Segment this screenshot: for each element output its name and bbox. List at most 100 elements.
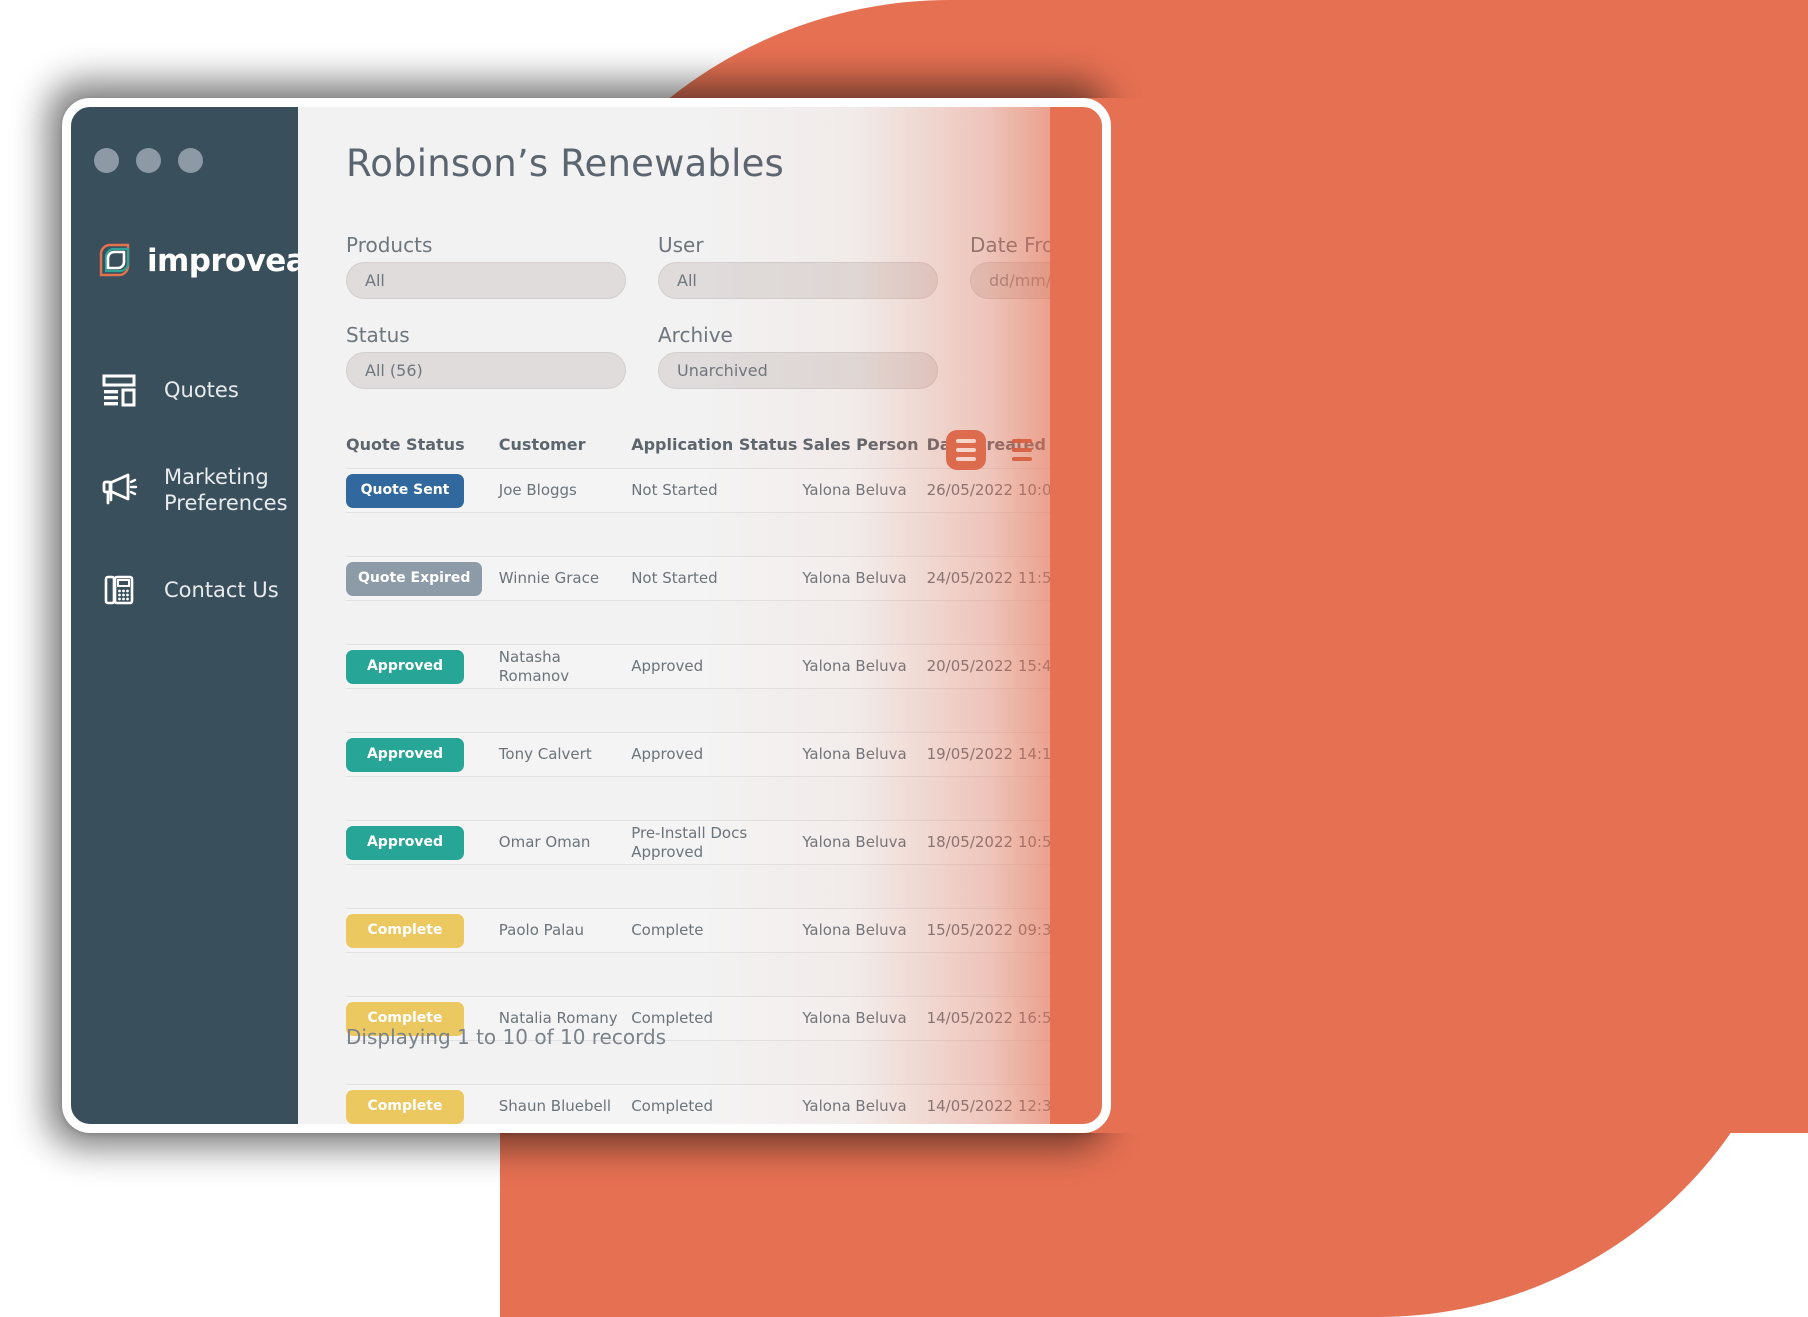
cell-customer: Omar Oman xyxy=(498,820,632,865)
status-badge[interactable]: Quote Expired xyxy=(346,561,483,596)
view-toggle-group xyxy=(946,430,1042,470)
table-row-spacer xyxy=(346,1129,1111,1134)
status-badge[interactable]: Approved xyxy=(346,737,464,772)
cell-date-created: 15/05/2022 09:35 xyxy=(926,908,1065,953)
filter-user: User All xyxy=(658,233,938,313)
filter-status: Status All (56) xyxy=(346,323,626,403)
filter-select-status[interactable]: All (56) xyxy=(346,352,626,389)
cell-date-created: 14/05/2022 12:30 xyxy=(926,1084,1065,1129)
main-content: Robinson’s Renewables Products All User … xyxy=(298,98,1111,1133)
page-title: Robinson’s Renewables xyxy=(346,142,785,185)
filter-label-status: Status xyxy=(346,323,410,347)
status-badge[interactable]: Approved xyxy=(346,825,464,860)
megaphone-icon xyxy=(96,467,142,513)
window-close-dot[interactable] xyxy=(94,148,119,173)
cell-quote-status: Complete xyxy=(346,1084,499,1129)
status-badge[interactable]: Quote Sent xyxy=(346,473,464,508)
table-row-spacer xyxy=(346,953,1111,997)
cell-application-status: Not Started xyxy=(631,468,803,513)
filter-select-archive[interactable]: Unarchived xyxy=(658,352,938,389)
sidebar-item-contact-us[interactable]: Contact Us xyxy=(96,555,298,625)
cell-date-created: 24/05/2022 11:53 xyxy=(926,556,1065,601)
cell-sales-person: Yalona Beluva xyxy=(802,732,927,777)
cell-quote-status: Complete xyxy=(346,908,499,953)
filter-label-products: Products xyxy=(346,233,433,257)
sidebar-item-label-marketing: Marketing Preferences xyxy=(164,464,288,515)
cell-date-created: 19/05/2022 14:13 xyxy=(926,732,1065,777)
sidebar-item-quotes[interactable]: Quotes xyxy=(96,355,298,425)
cell-quote-status: Approved xyxy=(346,820,499,865)
column-header-customer[interactable]: Customer xyxy=(498,435,586,454)
table-row-spacer xyxy=(346,865,1111,909)
filter-bar: Products All User All Date From dd/mm/yy… xyxy=(346,233,1111,403)
sidebar-item-label-quotes: Quotes xyxy=(164,377,239,402)
cell-quote-status: Complete xyxy=(346,996,499,1041)
filter-products: Products All xyxy=(346,233,626,313)
window-maximize-dot[interactable] xyxy=(178,148,203,173)
table-row[interactable]: Complete Paolo Palau Complete Yalona Beluva… xyxy=(346,908,1111,953)
cell-customer: Natasha Romanov xyxy=(498,644,632,689)
cell-customer: Paolo Palau xyxy=(498,908,632,953)
filter-select-user[interactable]: All xyxy=(658,262,938,299)
cell-application-status: Not Started xyxy=(631,556,803,601)
cell-customer: Winnie Grace xyxy=(498,556,632,601)
leaf-logo-icon xyxy=(95,241,135,281)
list-view-active-button[interactable] xyxy=(946,430,986,470)
column-header-application-status[interactable]: Application Status xyxy=(631,435,798,454)
cell-application-status: Completed xyxy=(631,1084,803,1129)
table-footer: Displaying 1 to 10 of 10 records 1 xyxy=(346,1025,1111,1049)
status-badge[interactable]: Complete xyxy=(346,913,464,948)
cell-sales-person: Yalona Beluva xyxy=(802,468,927,513)
app-window: improveasy Quotes xyxy=(62,98,1111,1133)
cell-date-created: 18/05/2022 10:53 xyxy=(926,820,1065,865)
cell-sales-person: Yalona Beluva xyxy=(802,556,927,601)
cell-sales-person: Yalona Beluva xyxy=(802,644,927,689)
sidebar-item-label-contact: Contact Us xyxy=(164,577,279,602)
cell-customer: Joe Bloggs xyxy=(498,468,632,513)
cell-sales-person: Yalona Beluva xyxy=(802,1084,927,1129)
status-badge[interactable]: Complete xyxy=(346,1089,464,1124)
column-header-sales-person[interactable]: Sales Person xyxy=(802,435,919,454)
cell-sales-person: Yalona Beluva xyxy=(802,908,927,953)
table-row[interactable]: Approved Tony Calvert Approved Yalona Beluv… xyxy=(346,732,1111,777)
cell-quote-status: Quote Expired xyxy=(346,556,499,601)
cell-quote-status: Approved xyxy=(346,644,499,689)
filter-label-archive: Archive xyxy=(658,323,733,347)
brand-logo[interactable]: improveasy xyxy=(95,241,344,281)
cell-application-status: Approved xyxy=(631,732,803,777)
table-row[interactable]: Approved Natasha Romanov Approved Yalona Be… xyxy=(346,644,1111,689)
telephone-icon xyxy=(96,567,142,613)
sidebar-item-marketing-preferences[interactable]: Marketing Preferences xyxy=(96,455,298,525)
filter-select-products[interactable]: All xyxy=(346,262,626,299)
table-row-spacer xyxy=(346,689,1111,733)
cell-date-created: 20/05/2022 15:43 xyxy=(926,644,1065,689)
cell-customer: Tony Calvert xyxy=(498,732,632,777)
table-row-spacer xyxy=(346,513,1111,557)
window-traffic-lights xyxy=(62,126,298,173)
cell-quote-status: Quote Sent xyxy=(346,468,499,513)
cell-customer: Shaun Bluebell xyxy=(498,1084,632,1129)
filter-archive: Archive Unarchived xyxy=(658,323,938,403)
records-count-text: Displaying 1 to 10 of 10 records xyxy=(346,1025,667,1049)
filter-label-user: User xyxy=(658,233,704,257)
table-row-spacer xyxy=(346,777,1111,821)
window-minimize-dot[interactable] xyxy=(136,148,161,173)
cell-customer: Natalia Romany xyxy=(498,996,632,1041)
column-header-quote-status[interactable]: Quote Status xyxy=(346,435,465,454)
sidebar: improveasy Quotes xyxy=(62,98,344,1133)
cell-quote-status: Approved xyxy=(346,732,499,777)
table-row[interactable]: Quote Sent Joe Bloggs Not Started Yalona Be… xyxy=(346,468,1111,513)
layout-document-icon xyxy=(96,367,142,413)
cell-application-status: Complete xyxy=(631,908,803,953)
status-badge[interactable]: Complete xyxy=(346,1001,464,1036)
table-row-spacer xyxy=(346,601,1111,645)
table-row[interactable]: Complete Shaun Bluebell Completed Yalona Be… xyxy=(346,1084,1111,1129)
status-badge[interactable]: Approved xyxy=(346,649,464,684)
cell-application-status: Approved xyxy=(631,644,803,689)
table-row[interactable]: Approved Omar Oman Pre-Install Docs Approv… xyxy=(346,820,1111,865)
table-row[interactable]: Quote Expired Winnie Grace Not Started Yalo… xyxy=(346,556,1111,601)
cell-application-status: Pre-Install Docs Approved xyxy=(631,820,803,865)
list-view-alt-button[interactable] xyxy=(1002,430,1042,470)
window-right-cover xyxy=(1050,98,1808,1133)
cell-sales-person: Yalona Beluva xyxy=(802,820,927,865)
